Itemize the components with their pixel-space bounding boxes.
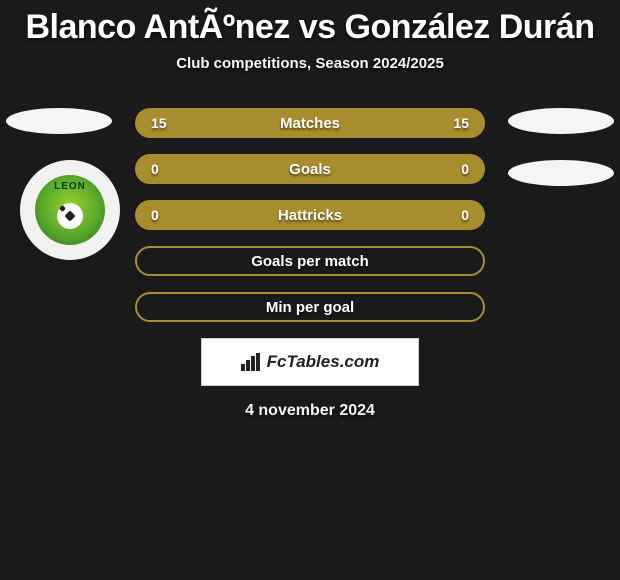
stat-label: Goals per match xyxy=(251,253,369,270)
stat-right-value: 0 xyxy=(445,161,469,177)
stat-row-matches: 15 Matches 15 xyxy=(135,108,485,138)
stat-label: Hattricks xyxy=(278,207,342,224)
soccer-ball-icon xyxy=(57,203,83,229)
bar-chart-icon xyxy=(241,353,261,371)
stat-left-value: 0 xyxy=(151,161,175,177)
club-badge-inner: LEON xyxy=(35,175,105,245)
player-left-placeholder xyxy=(6,108,112,134)
stat-right-value: 15 xyxy=(445,115,469,131)
stat-label: Matches xyxy=(280,115,340,132)
player-right-placeholder xyxy=(508,108,614,134)
stat-rows: 15 Matches 15 0 Goals 0 0 Hattricks 0 Go… xyxy=(135,108,485,322)
stat-right-value: 0 xyxy=(445,207,469,223)
brand-attribution: FcTables.com xyxy=(201,338,419,386)
stat-label: Goals xyxy=(289,161,331,178)
comparison-card: Blanco AntÃºnez vs González Durán Club c… xyxy=(0,0,620,420)
player-right-placeholder-2 xyxy=(508,160,614,186)
stat-label: Min per goal xyxy=(266,299,354,316)
content-area: LEON 15 Matches 15 0 Goals 0 0 Hattricks… xyxy=(0,108,620,420)
page-title: Blanco AntÃºnez vs González Durán xyxy=(0,4,620,55)
club-badge-label: LEON xyxy=(54,181,86,192)
stat-row-goals: 0 Goals 0 xyxy=(135,154,485,184)
stat-left-value: 0 xyxy=(151,207,175,223)
stat-row-hattricks: 0 Hattricks 0 xyxy=(135,200,485,230)
page-subtitle: Club competitions, Season 2024/2025 xyxy=(0,55,620,72)
club-badge-left: LEON xyxy=(20,160,120,260)
brand-text: FcTables.com xyxy=(267,352,380,372)
snapshot-date: 4 november 2024 xyxy=(0,402,620,420)
stat-row-goals-per-match: Goals per match xyxy=(135,246,485,276)
stat-left-value: 15 xyxy=(151,115,175,131)
stat-row-min-per-goal: Min per goal xyxy=(135,292,485,322)
